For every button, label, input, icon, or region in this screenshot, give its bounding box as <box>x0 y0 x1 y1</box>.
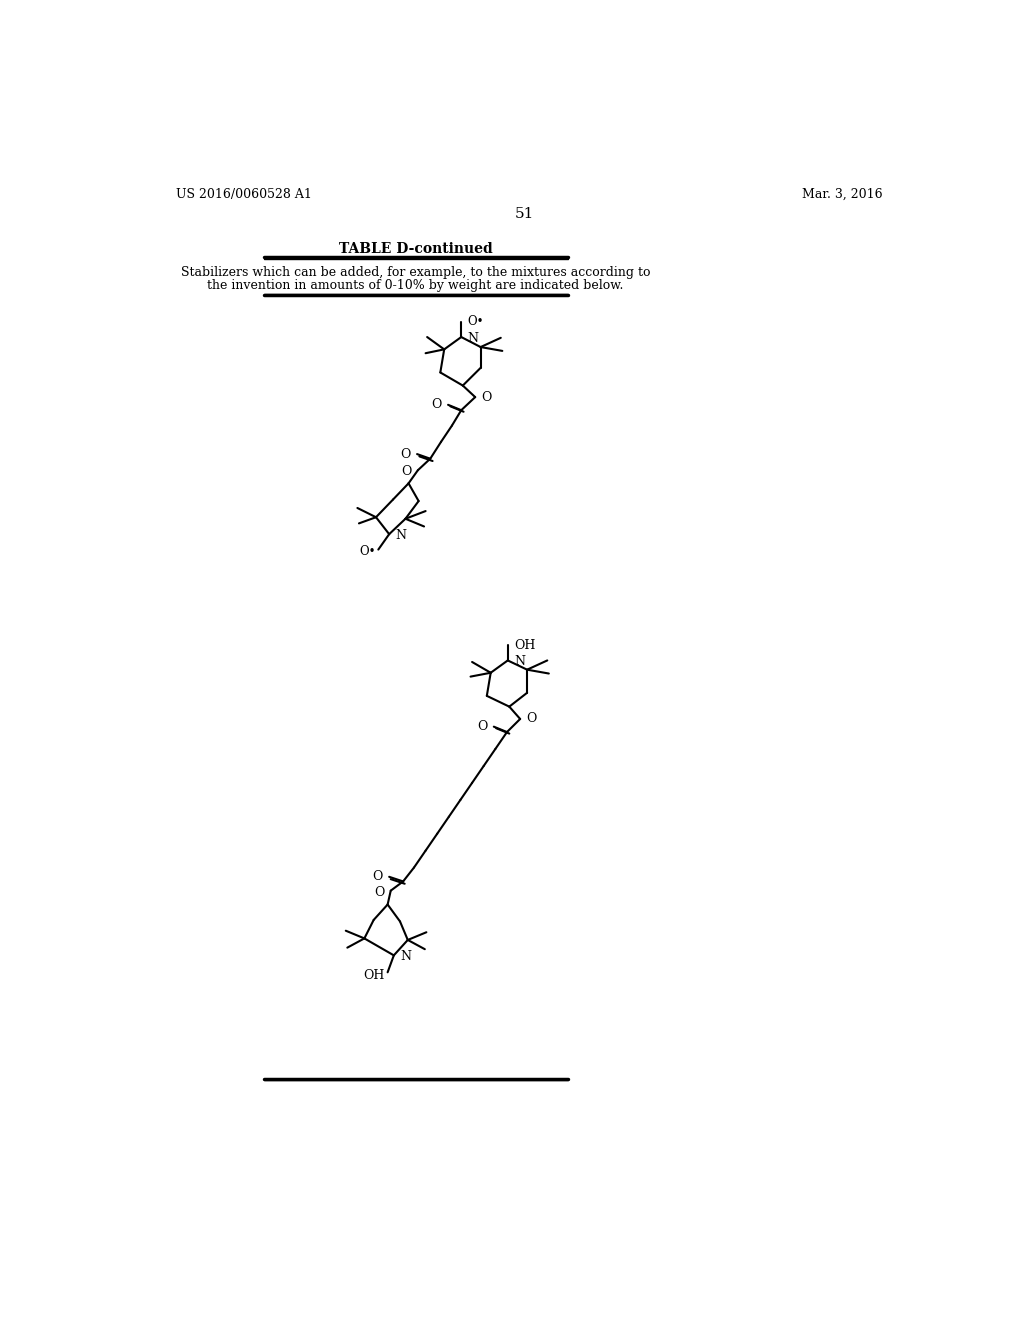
Text: OH: OH <box>364 969 385 982</box>
Text: O•: O• <box>467 315 484 329</box>
Text: Stabilizers which can be added, for example, to the mixtures according to: Stabilizers which can be added, for exam… <box>181 265 650 279</box>
Text: O•: O• <box>359 545 376 557</box>
Text: O: O <box>431 399 442 412</box>
Text: O: O <box>400 447 411 461</box>
Text: N: N <box>467 333 478 345</box>
Text: O: O <box>526 713 537 726</box>
Text: N: N <box>514 656 525 668</box>
Text: OH: OH <box>514 639 536 652</box>
Text: US 2016/0060528 A1: US 2016/0060528 A1 <box>176 187 312 201</box>
Text: O: O <box>477 721 487 733</box>
Text: O: O <box>374 886 385 899</box>
Text: O: O <box>481 391 492 404</box>
Text: O: O <box>401 465 412 478</box>
Text: TABLE D-continued: TABLE D-continued <box>339 243 493 256</box>
Text: N: N <box>400 950 411 964</box>
Text: the invention in amounts of 0-10% by weight are indicated below.: the invention in amounts of 0-10% by wei… <box>207 279 624 292</box>
Text: N: N <box>395 529 407 543</box>
Text: 51: 51 <box>515 207 535 220</box>
Text: Mar. 3, 2016: Mar. 3, 2016 <box>802 187 883 201</box>
Text: O: O <box>373 870 383 883</box>
